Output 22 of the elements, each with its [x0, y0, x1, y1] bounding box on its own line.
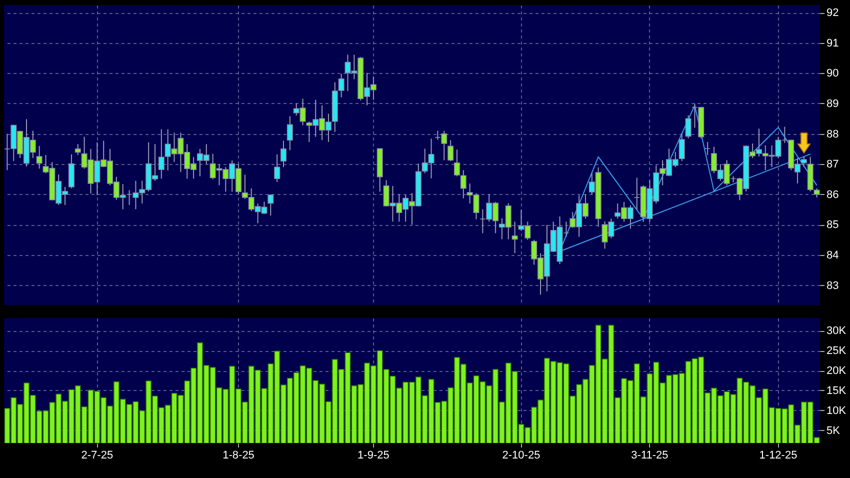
x-tick-label: 1-12-25 — [759, 450, 798, 462]
y-tick-label: 88 — [826, 128, 839, 140]
y-tick-label: 83 — [826, 280, 839, 292]
y-tick-label: 30K — [826, 325, 847, 338]
y-tick-label: 91 — [826, 37, 839, 50]
x-tick-label: 2-7-25 — [81, 450, 114, 462]
y-tick-label: 84 — [826, 250, 839, 262]
y-tick-label: 87 — [826, 158, 839, 171]
y-tick-label: 20K — [826, 365, 847, 378]
y-tick-label: 86 — [826, 188, 839, 201]
y-tick-label: 15K — [826, 384, 847, 397]
x-tick-label: 2-10-25 — [502, 450, 540, 462]
x-tick-label: 1-8-25 — [222, 450, 254, 462]
y-tick-label: 25K — [826, 345, 847, 358]
y-tick-label: 85 — [826, 219, 839, 232]
y-tick-label: 89 — [826, 98, 839, 110]
y-tick-label: 90 — [826, 68, 839, 80]
y-tick-label: 10K — [826, 404, 847, 417]
y-tick-label: 5K — [826, 424, 841, 437]
y-tick-label: 92 — [826, 7, 839, 20]
x-tick-label: 3-11-25 — [631, 450, 668, 462]
x-tick-label: 1-9-25 — [358, 450, 390, 462]
